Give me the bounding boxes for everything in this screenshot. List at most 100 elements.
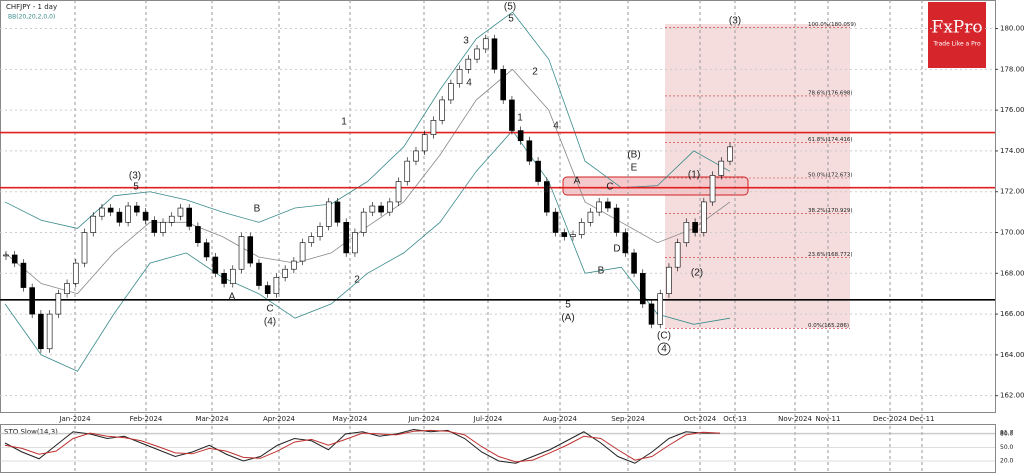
candle bbox=[221, 273, 227, 284]
candle bbox=[456, 69, 463, 84]
band-line bbox=[4, 11, 731, 229]
candle bbox=[308, 236, 315, 244]
candle bbox=[535, 160, 541, 182]
candle bbox=[151, 219, 158, 233]
candle bbox=[325, 201, 332, 227]
candle bbox=[639, 273, 646, 305]
y-tick-label: 172.000 bbox=[1000, 188, 1024, 196]
candle bbox=[413, 150, 419, 162]
candle bbox=[317, 226, 323, 237]
candle bbox=[482, 38, 489, 50]
candle bbox=[404, 160, 411, 182]
wave-label: (2) bbox=[691, 268, 703, 279]
candle bbox=[657, 293, 664, 325]
x-tick-label: May-2024 bbox=[333, 415, 368, 423]
fib-label: 23.6%(168.772) bbox=[808, 252, 853, 258]
candle bbox=[247, 236, 254, 264]
x-tick-label: Oct-13 bbox=[723, 415, 747, 423]
y-tick-label: 168.000 bbox=[1000, 269, 1024, 277]
brand-tagline: Trade Like a Pro bbox=[932, 41, 981, 48]
x-tick-label: Oct-2024 bbox=[684, 415, 717, 423]
candle bbox=[238, 236, 245, 270]
osc-tick-label: 50.0 bbox=[1000, 444, 1014, 451]
candle bbox=[578, 222, 585, 235]
wave-label: (C) bbox=[657, 331, 671, 342]
candle bbox=[561, 232, 568, 237]
x-tick-label: Feb-2024 bbox=[130, 415, 163, 423]
candle bbox=[168, 215, 175, 223]
wave-label: (A) bbox=[561, 313, 574, 324]
band-line bbox=[4, 129, 731, 372]
candle bbox=[613, 207, 620, 233]
x-tick-label: Mar-2024 bbox=[195, 415, 229, 423]
y-tick-label: 174.000 bbox=[1000, 147, 1024, 155]
candle bbox=[291, 260, 297, 270]
y-tick-label: 170.000 bbox=[1000, 229, 1024, 237]
wave-label: A bbox=[574, 176, 581, 187]
fib-label: 50.0%(172.673) bbox=[808, 172, 853, 178]
candle bbox=[107, 207, 114, 213]
fib-zone bbox=[665, 24, 850, 328]
candle bbox=[631, 252, 637, 274]
candle bbox=[727, 146, 733, 162]
candle bbox=[273, 277, 280, 295]
candle bbox=[203, 242, 210, 258]
y-tick-label: 166.000 bbox=[1000, 310, 1024, 318]
candle bbox=[430, 120, 437, 135]
wave-label: C bbox=[266, 304, 273, 315]
wave-label: A bbox=[229, 292, 236, 303]
candle bbox=[134, 205, 140, 213]
osc-line bbox=[4, 429, 721, 463]
candle bbox=[195, 226, 201, 244]
candle bbox=[701, 201, 707, 233]
wave-label: 1 bbox=[517, 113, 523, 124]
y-tick-label: 162.000 bbox=[1000, 392, 1024, 400]
candle bbox=[605, 201, 611, 209]
candle bbox=[448, 83, 454, 101]
band-line bbox=[4, 68, 731, 295]
x-tick-label: Jul-2024 bbox=[473, 415, 503, 423]
x-tick-label: Jan-2024 bbox=[58, 415, 91, 423]
candle bbox=[352, 232, 358, 254]
y-tick-label: 176.000 bbox=[1000, 106, 1024, 114]
candle bbox=[648, 303, 655, 325]
candle bbox=[186, 207, 192, 227]
candle bbox=[709, 175, 716, 203]
wave-label: (4) bbox=[264, 317, 276, 328]
candle bbox=[343, 222, 349, 254]
candle bbox=[360, 211, 367, 233]
candle bbox=[439, 99, 445, 121]
fib-label: 100.0%(180.059) bbox=[808, 22, 856, 28]
candle bbox=[666, 266, 672, 295]
candle bbox=[544, 181, 550, 213]
y-tick-label: 164.000 bbox=[1000, 351, 1024, 359]
candle bbox=[3, 254, 9, 257]
wave-label: 1 bbox=[341, 117, 347, 128]
candle bbox=[587, 211, 594, 223]
osc-tick-label: 20.0 bbox=[1000, 458, 1014, 465]
wave-label: (1) bbox=[688, 170, 700, 181]
wave-label: 3 bbox=[463, 36, 469, 47]
candle bbox=[465, 58, 472, 70]
candle bbox=[64, 283, 70, 295]
candle bbox=[99, 207, 105, 217]
y-tick-label: 178.000 bbox=[1000, 65, 1024, 73]
candle bbox=[474, 48, 480, 60]
wave-label: E bbox=[631, 163, 638, 174]
fib-label: 38.2%(170.929) bbox=[808, 208, 853, 214]
candle bbox=[116, 211, 123, 223]
wave-label: B bbox=[598, 266, 605, 277]
x-tick-label: Aug-2024 bbox=[543, 415, 578, 423]
wave-label: 5 bbox=[508, 14, 514, 25]
candle bbox=[125, 205, 131, 223]
candle bbox=[299, 242, 306, 262]
wave-label: (3) bbox=[129, 171, 141, 182]
candle bbox=[81, 232, 88, 264]
wave-label: 2 bbox=[354, 275, 360, 286]
candle bbox=[378, 205, 384, 213]
wave-circle bbox=[657, 342, 671, 356]
wave-label: 2 bbox=[532, 67, 538, 78]
fib-label: 0.0%(165.286) bbox=[808, 323, 849, 329]
candle bbox=[160, 222, 166, 233]
candle bbox=[500, 69, 507, 101]
